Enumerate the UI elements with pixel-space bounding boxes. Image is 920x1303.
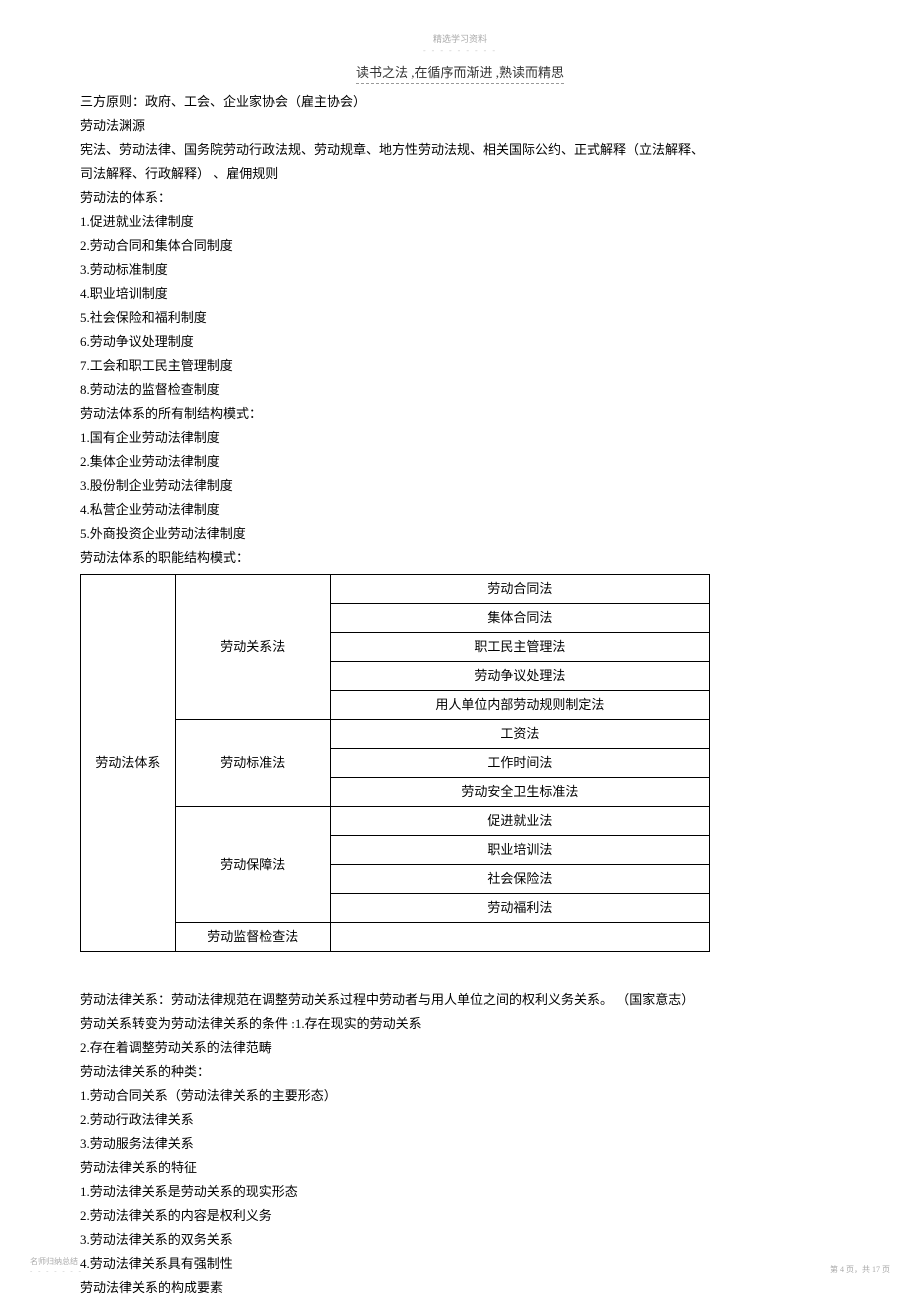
structure-table: 劳动法体系 劳动关系法 劳动合同法 集体合同法 职工民主管理法 劳动争议处理法 … <box>80 574 710 952</box>
table-cell: 劳动关系法 <box>175 575 330 720</box>
table-cell <box>330 923 709 952</box>
text-line: 2.集体企业劳动法律制度 <box>80 450 840 474</box>
table-cell: 工资法 <box>330 720 709 749</box>
text-line: 劳动法体系的所有制结构模式： <box>80 402 840 426</box>
text-line: 3.劳动标准制度 <box>80 258 840 282</box>
table-cell: 劳动法体系 <box>81 575 176 952</box>
text-line: 8.劳动法的监督检查制度 <box>80 378 840 402</box>
footer-left-text: 名师归纳总结 <box>30 1257 78 1266</box>
table-cell: 职工民主管理法 <box>330 633 709 662</box>
text-line: 4.职业培训制度 <box>80 282 840 306</box>
table-cell: 工作时间法 <box>330 749 709 778</box>
text-line: 劳动法律关系的特征 <box>80 1156 840 1180</box>
text-line: 4.劳动法律关系具有强制性 <box>80 1252 840 1276</box>
text-line: 1.促进就业法律制度 <box>80 210 840 234</box>
table-cell: 社会保险法 <box>330 865 709 894</box>
text-line: 7.工会和职工民主管理制度 <box>80 354 840 378</box>
text-line: 1.劳动合同关系（劳动法律关系的主要形态） <box>80 1084 840 1108</box>
table-cell: 劳动保障法 <box>175 807 330 923</box>
table-cell: 集体合同法 <box>330 604 709 633</box>
footer-right: 第 4 页，共 17 页 <box>830 1264 890 1275</box>
text-line: 宪法、劳动法律、国务院劳动行政法规、劳动规章、地方性劳动法规、相关国际公约、正式… <box>80 138 840 162</box>
text-line: 3.劳动法律关系的双务关系 <box>80 1228 840 1252</box>
text-line: 5.外商投资企业劳动法律制度 <box>80 522 840 546</box>
table-cell: 劳动合同法 <box>330 575 709 604</box>
text-line: 劳动法体系的职能结构模式： <box>80 546 840 570</box>
text-line: 2.劳动合同和集体合同制度 <box>80 234 840 258</box>
text-line: 5.社会保险和福利制度 <box>80 306 840 330</box>
text-line: 司法解释、行政解释） 、雇佣规则 <box>80 162 840 186</box>
text-line: 劳动法的体系： <box>80 186 840 210</box>
table-cell: 劳动福利法 <box>330 894 709 923</box>
text-line: 6.劳动争议处理制度 <box>80 330 840 354</box>
text-line: 劳动法渊源 <box>80 114 840 138</box>
footer-left-dash: - - - - - - - <box>30 1267 83 1275</box>
watermark-dash: - - - - - - - - - <box>423 46 497 55</box>
text-line: 2.劳动法律关系的内容是权利义务 <box>80 1204 840 1228</box>
text-line: 三方原则：政府、工会、企业家协会（雇主协会） <box>80 90 840 114</box>
watermark-text: 精选学习资料 <box>433 34 487 44</box>
top-watermark: 精选学习资料 - - - - - - - - - <box>423 32 497 55</box>
text-line: 4.私营企业劳动法律制度 <box>80 498 840 522</box>
table-cell: 用人单位内部劳动规则制定法 <box>330 691 709 720</box>
text-line: 1.国有企业劳动法律制度 <box>80 426 840 450</box>
text-line: 劳动法律关系的构成要素 <box>80 1276 840 1300</box>
table-cell: 劳动标准法 <box>175 720 330 807</box>
footer-left: 名师归纳总结 - - - - - - - <box>30 1256 83 1275</box>
text-line: 3.劳动服务法律关系 <box>80 1132 840 1156</box>
text-line: 劳动法律关系的种类： <box>80 1060 840 1084</box>
text-line: 劳动关系转变为劳动法律关系的条件 :1.存在现实的劳动关系 <box>80 1012 840 1036</box>
table-cell: 劳动监督检查法 <box>175 923 330 952</box>
table-cell: 劳动争议处理法 <box>330 662 709 691</box>
text-line: 劳动法律关系：劳动法律规范在调整劳动关系过程中劳动者与用人单位之间的权利义务关系… <box>80 988 840 1012</box>
text-line: 2.劳动行政法律关系 <box>80 1108 840 1132</box>
text-line: 1.劳动法律关系是劳动关系的现实形态 <box>80 1180 840 1204</box>
table-cell: 促进就业法 <box>330 807 709 836</box>
text-line: 3.股份制企业劳动法律制度 <box>80 474 840 498</box>
table-cell: 职业培训法 <box>330 836 709 865</box>
header-quote: 读书之法 ,在循序而渐进 ,熟读而精思 <box>356 62 564 84</box>
document-content: 三方原则：政府、工会、企业家协会（雇主协会） 劳动法渊源 宪法、劳动法律、国务院… <box>80 90 840 1300</box>
text-line: 2.存在着调整劳动关系的法律范畴 <box>80 1036 840 1060</box>
table-cell: 劳动安全卫生标准法 <box>330 778 709 807</box>
